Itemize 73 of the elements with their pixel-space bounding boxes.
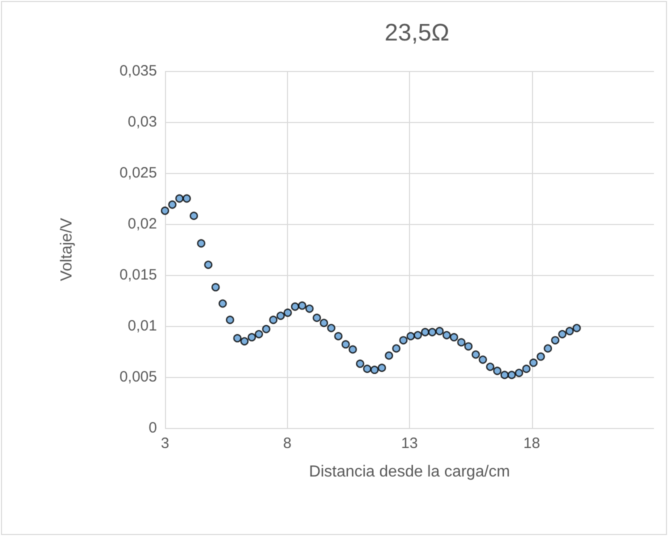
- x-tick-label: 3: [160, 435, 170, 452]
- chart-title: 23,5Ω: [384, 20, 450, 46]
- point: [363, 364, 372, 373]
- point: [486, 362, 494, 371]
- point: [284, 308, 292, 317]
- point: [342, 340, 350, 349]
- point: [269, 316, 278, 324]
- y-tick-label: 0,035: [119, 62, 157, 80]
- point: [457, 338, 466, 346]
- point: [508, 370, 516, 380]
- point: [378, 364, 386, 372]
- y-tick-label: 0,02: [128, 216, 157, 232]
- y-tick-label: 0,025: [119, 164, 157, 182]
- point: [522, 364, 531, 373]
- point: [464, 342, 473, 351]
- point: [254, 330, 264, 338]
- point: [197, 239, 206, 248]
- point: [572, 324, 581, 332]
- point: [290, 302, 300, 311]
- point: [233, 334, 242, 342]
- point: [428, 328, 436, 336]
- point: [370, 366, 379, 374]
- point: [551, 336, 560, 344]
- point: [276, 312, 285, 320]
- point: [558, 330, 566, 338]
- point: [204, 260, 212, 269]
- point: [305, 304, 314, 313]
- point: [312, 314, 321, 322]
- point: [334, 332, 342, 340]
- point: [262, 324, 270, 334]
- y-tick-label: 0,015: [119, 266, 157, 284]
- y-tick-label: 0,005: [119, 368, 157, 386]
- point: [175, 194, 184, 203]
- point: [421, 328, 430, 336]
- point: [392, 344, 400, 353]
- point: [240, 337, 249, 346]
- point: [450, 333, 458, 342]
- point: [168, 200, 176, 209]
- point: [248, 333, 256, 342]
- x-tick-label: 13: [401, 435, 418, 452]
- point: [399, 336, 408, 344]
- point: [406, 332, 415, 340]
- point: [348, 345, 357, 354]
- point: [327, 324, 336, 332]
- point: [298, 301, 306, 310]
- point: [493, 366, 502, 376]
- point: [160, 206, 170, 215]
- y-axis-title: Voltaje/V: [58, 218, 76, 282]
- point: [320, 318, 328, 328]
- point: [478, 356, 487, 364]
- point: [442, 331, 451, 340]
- point: [356, 360, 364, 368]
- x-tick-label: 8: [283, 435, 292, 452]
- point: [500, 370, 509, 380]
- point: [384, 351, 394, 360]
- point: [514, 368, 524, 378]
- point: [190, 212, 198, 220]
- point: [536, 352, 545, 361]
- point: [414, 331, 422, 340]
- point: [226, 316, 234, 324]
- y-tick-label: 0,03: [128, 114, 157, 130]
- x-tick-label: 18: [523, 435, 540, 452]
- point: [211, 283, 220, 292]
- point: [218, 299, 227, 308]
- x-axis-title: Distancia desde la carga/cm: [309, 464, 510, 480]
- point: [544, 344, 552, 353]
- point: [472, 350, 480, 359]
- point: [529, 358, 538, 367]
- point: [435, 326, 444, 336]
- y-tick-label: 0: [148, 420, 157, 436]
- point: [566, 326, 574, 336]
- y-tick-label: 0,01: [128, 318, 157, 334]
- point: [182, 194, 191, 203]
